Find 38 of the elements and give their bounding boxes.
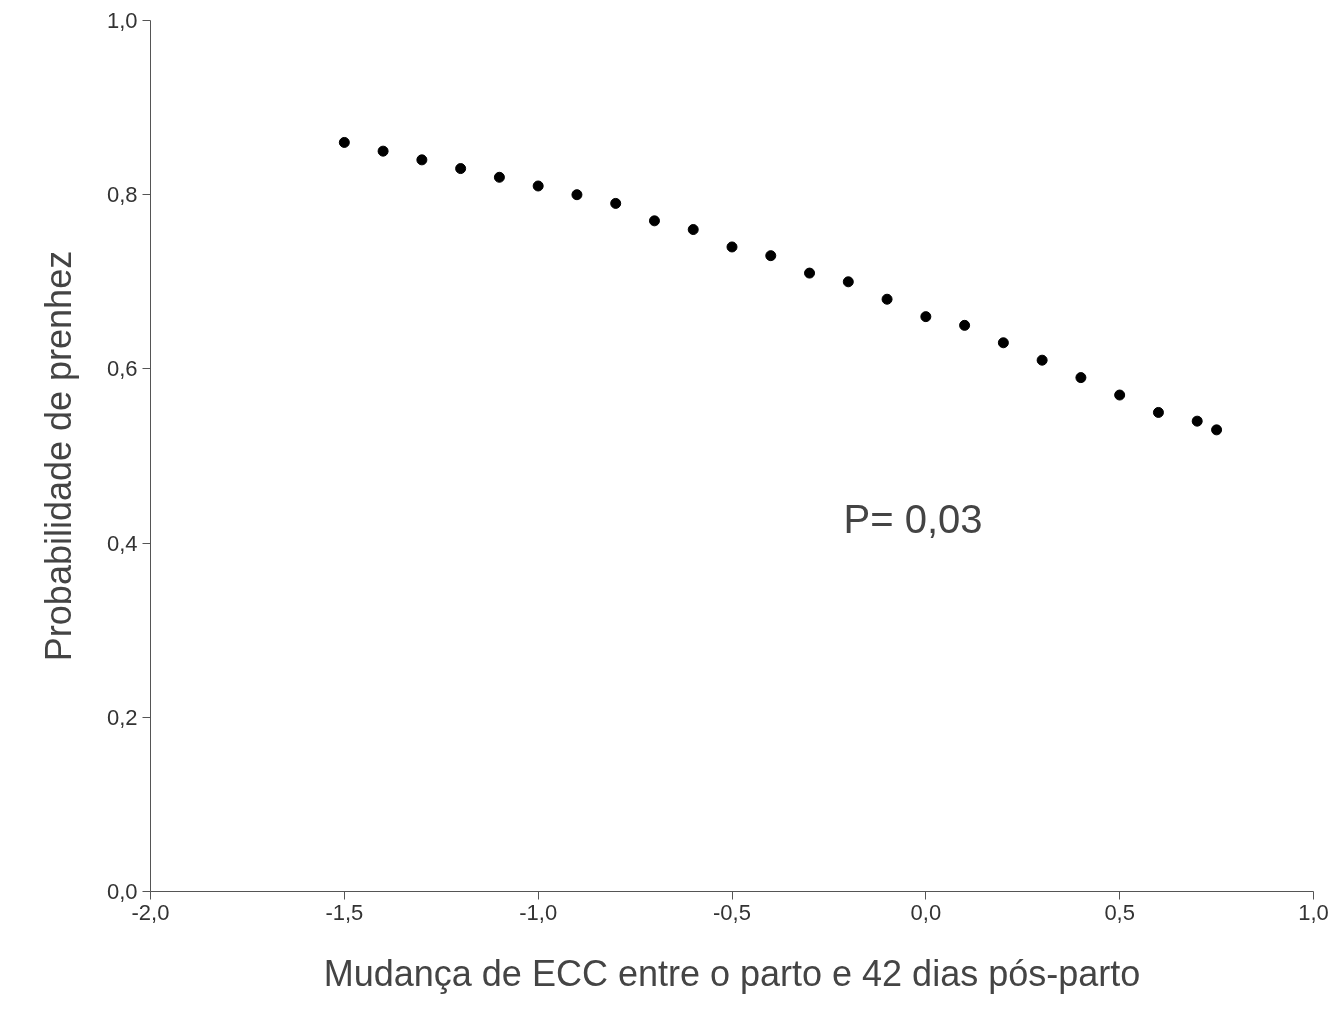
point [493,171,505,183]
point [571,189,583,201]
point [1191,415,1203,427]
annotation: P= 0,03 [843,496,983,541]
y-tick-label: 0,4 [106,530,138,556]
point [1075,372,1087,384]
x-tick-label: -0,5 [713,899,751,925]
y-tick-label: 1,0 [106,8,138,33]
point [455,163,467,175]
point [1211,424,1223,436]
point [959,319,971,331]
x-tick-label: -1,5 [325,899,364,925]
point [997,337,1009,349]
x-tick-label: -1,0 [519,899,558,925]
point [377,145,389,157]
point [1152,406,1164,418]
x-tick-label: 0,5 [1104,899,1135,925]
point [648,215,660,227]
y-tick-label: 0,8 [106,182,138,208]
point [726,241,738,253]
point [532,180,544,192]
point [765,250,777,262]
x-tick-label: 1,0 [1298,899,1329,925]
point [416,154,428,166]
point [920,311,932,323]
point [881,293,893,305]
point [1114,389,1126,401]
point [338,136,350,148]
x-tick-label: 0,0 [910,899,942,925]
y-axis-title: Probabilidade de prenhez [37,250,79,662]
y-tick-label: 0,6 [106,356,138,382]
point [1036,354,1048,366]
point [804,267,816,279]
point [687,224,699,236]
point [842,276,854,288]
x-axis-title: Mudança de ECC entre o parto e 42 dias pós-parto [323,952,1141,994]
point [610,197,622,209]
y-tick-label: 0,2 [106,704,138,730]
